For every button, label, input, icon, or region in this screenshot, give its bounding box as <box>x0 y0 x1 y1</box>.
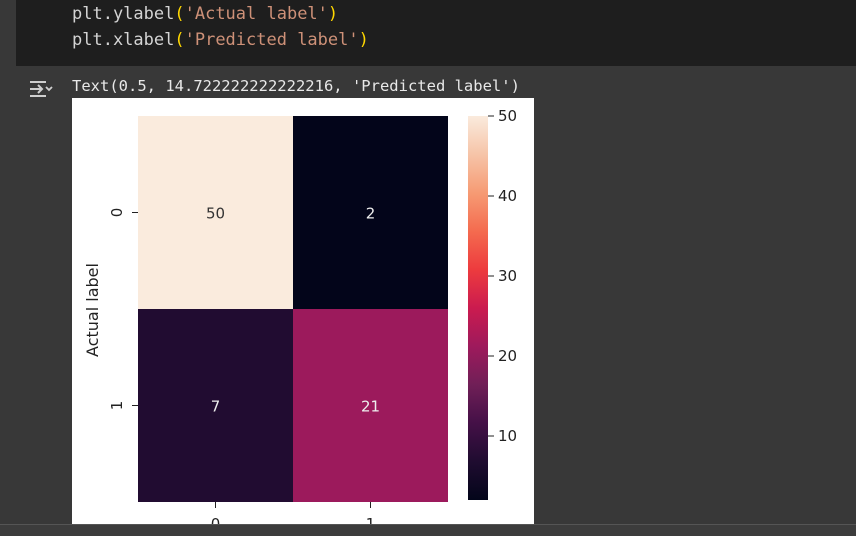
heatmap-cell <box>138 116 293 309</box>
colorbar-tick-label: 10 <box>498 427 517 445</box>
y-axis-label: Actual label <box>83 263 102 357</box>
code-line-xlabel: plt.xlabel('Predicted label') <box>72 30 369 50</box>
heatmap-cell <box>138 309 293 502</box>
colorbar-tick-label: 30 <box>498 267 517 285</box>
y-tick-label: 1 <box>108 401 126 411</box>
colorbar-tick-label: 40 <box>498 187 517 205</box>
colorbar-tick-label: 20 <box>498 347 517 365</box>
y-tick-label: 0 <box>108 208 126 218</box>
cell-value-label: 50 <box>206 205 225 223</box>
heatmap-cell <box>293 116 448 309</box>
cell-value-label: 7 <box>211 398 221 416</box>
output-toggle-icon[interactable] <box>28 78 54 100</box>
colorbar <box>468 116 488 500</box>
code-line-ylabel: plt.ylabel('Actual label') <box>72 4 339 24</box>
bottom-scrollbar[interactable] <box>0 524 856 536</box>
cell-value-label: 21 <box>361 398 380 416</box>
output-text: Text(0.5, 14.722222222222216, 'Predicted… <box>72 77 520 95</box>
x-tick-label: 1 <box>366 515 376 524</box>
cell-value-label: 2 <box>366 205 376 223</box>
code-cell[interactable]: plt.ylabel('Actual label') plt.xlabel('P… <box>16 0 856 66</box>
heatmap-cell <box>293 309 448 502</box>
x-tick-label: 0 <box>211 515 221 524</box>
colorbar-tick-label: 50 <box>498 107 517 125</box>
